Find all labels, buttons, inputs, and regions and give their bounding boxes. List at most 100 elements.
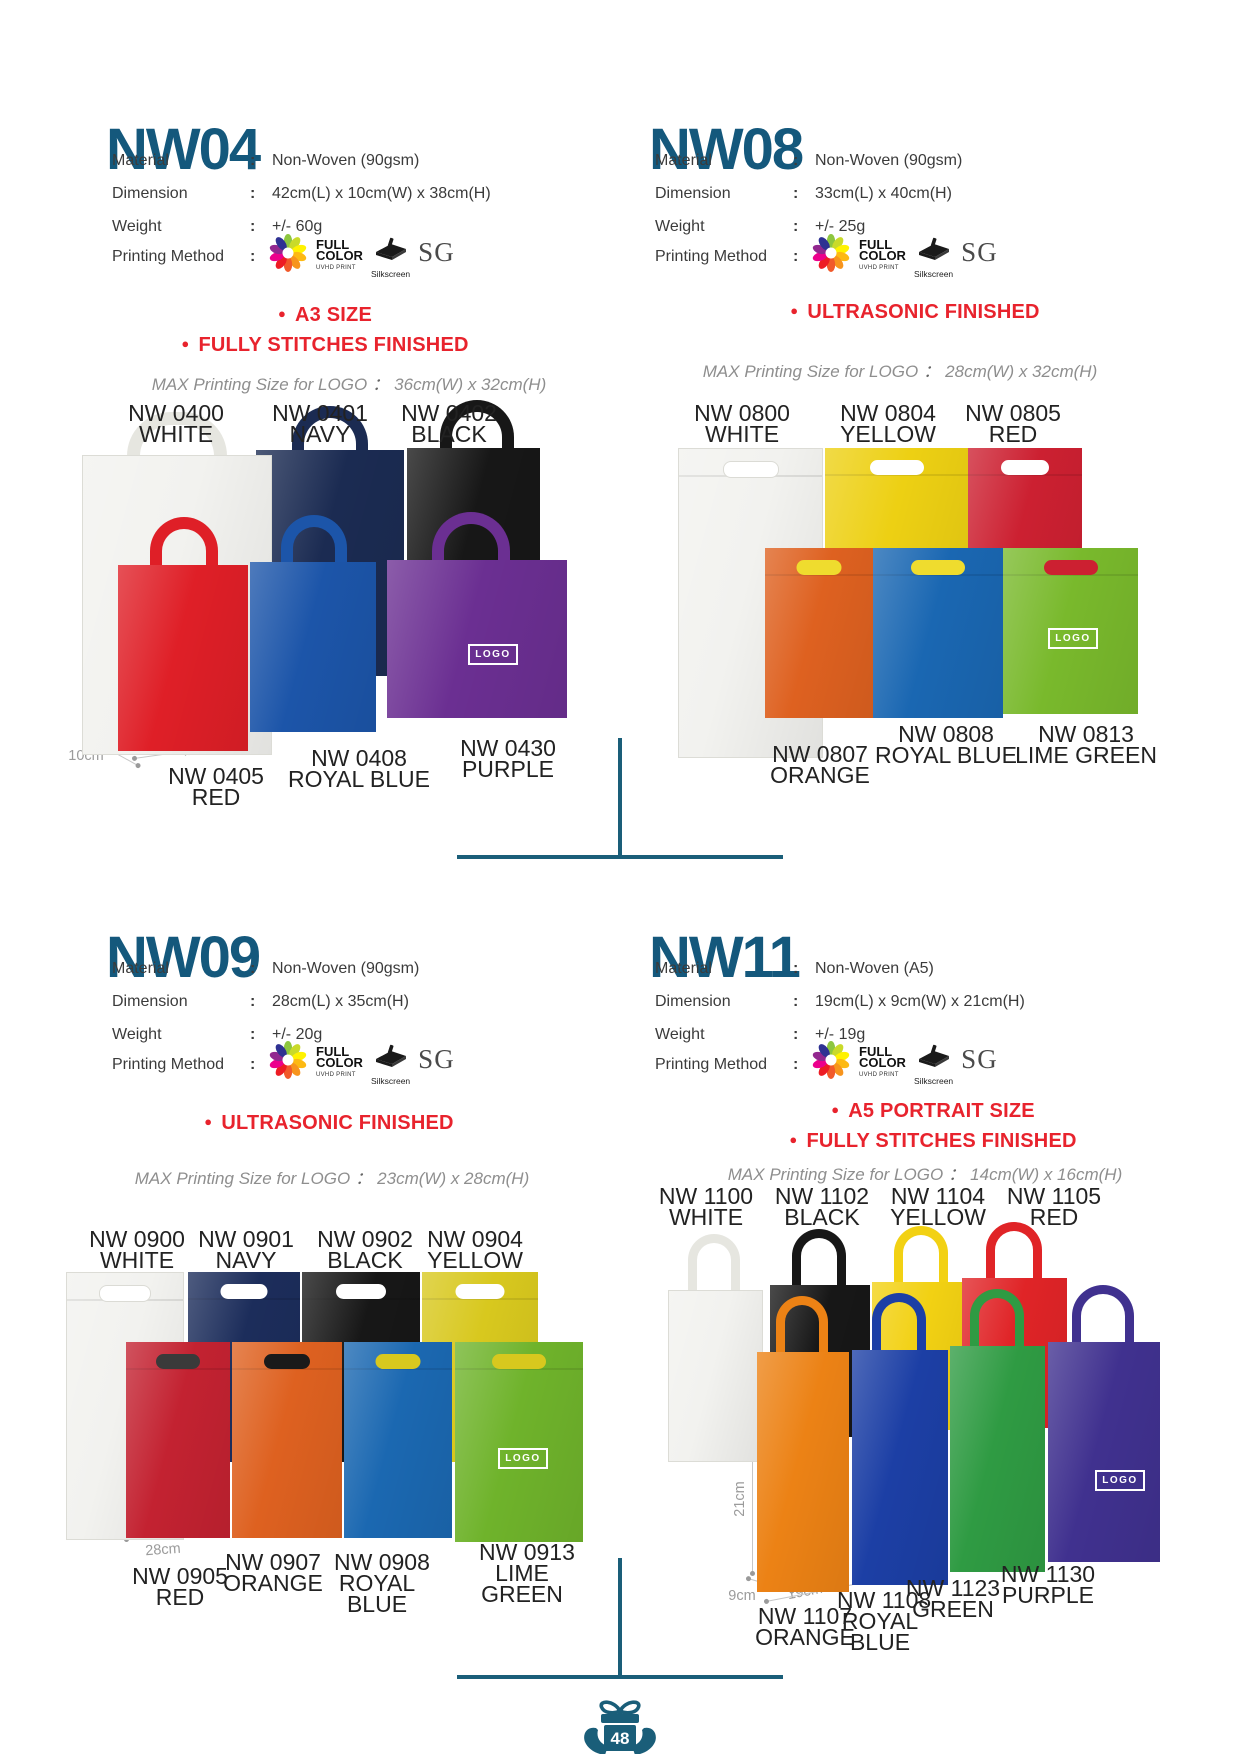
logo-placeholder-box: LOGO [1095,1470,1145,1491]
bag-handle [894,1226,948,1282]
bag-color-name: WHITE [704,421,780,447]
silkscreen-icon [918,237,949,260]
spec-row-dimension: Dimension:33cm(L) x 40cm(H) [655,185,952,203]
printing-method-icons: FULL COLOR UVHD PRINT Silkscreen SG [811,233,998,279]
printing-method-icons: FULL COLOR UVHD PRINT Silkscreen SG [811,1040,998,1086]
bag-color-name: RED [988,421,1038,447]
max-printing-colon: ： [923,362,941,381]
feature-item: ● FULLY STITCHES FINISHED [733,1130,1133,1153]
section-title-nw04: NW04 [106,116,261,182]
full-color-line1: FULL [859,237,893,252]
bag-code: NW 1108 [837,1587,932,1613]
spec-value: 33cm(L) x 40cm(H) [815,185,952,202]
max-printing-label: MAX Printing Size for LOGO [151,375,368,394]
silkscreen-block: Silkscreen [371,1040,410,1086]
full-color-line2: COLOR [316,248,363,263]
bag-nw11-purple [1048,1342,1160,1562]
bag-code: NW 1104 [890,1183,986,1209]
full-color-print-icon [269,234,307,272]
section-divider-horizontal [457,855,783,859]
bag-code: NW 0400 [128,400,224,426]
uvhd-print-text: UVHD PRINT [316,265,356,271]
bag-nw08-lime-green [1003,548,1138,714]
full-color-line2: COLOR [859,248,906,263]
dimension-annotation-length: 28cm [144,1540,182,1560]
bag-label: NW 0900 WHITE [62,1226,212,1272]
max-printing-value: 23cm(W) x 28cm(H) [377,1169,530,1188]
bag-label: NW 0430 PURPLE [433,737,583,781]
bag-label: NW 0402 BLACK [374,400,524,446]
feature-text: FULLY STITCHES FINISHED [198,334,469,356]
bag-code: NW 0402 [401,400,497,426]
bag-handle-cutout [492,1354,546,1369]
uvhd-print-text: UVHD PRINT [316,1072,356,1078]
bag-color-name: PURPLE [1001,1582,1095,1608]
spec-row-weight: Weight: +/- 20g [112,1026,322,1044]
bag-handle [970,1289,1024,1346]
bag-color-name: RED [191,784,241,810]
gift-icon: 48 [584,1700,656,1754]
dimension-annotation-height: 21cm [732,1481,748,1517]
bag-code: NW 1123 [905,1575,1001,1601]
bag-handle [776,1296,828,1352]
silkscreen-icon [375,237,406,260]
spec-colon: : [793,152,799,169]
bag-color-name: BLACK [327,1247,403,1273]
feature-text: A5 PORTRAIT SIZE [848,1100,1035,1122]
spec-colon: : [250,1056,256,1073]
bag-color-name: RED [155,1584,205,1610]
max-printing-colon: ： [355,1169,373,1188]
spec-row-printing-method: Printing Method: [112,1056,272,1074]
full-color-line2: COLOR [859,1055,906,1070]
bag-handle-cutout [911,560,965,575]
bag-nw11-green [950,1346,1045,1572]
spec-label: Weight [655,218,705,235]
spec-row-material: Material: Non-Woven (A5) [655,960,934,978]
logo-placeholder-box: LOGO [468,644,518,665]
max-printing-label: MAX Printing Size for LOGO [702,362,919,381]
bullet-icon: ● [831,1102,840,1117]
silkscreen-label: Silkscreen [370,1076,411,1086]
section-divider-horizontal [457,1675,783,1679]
feature-item: ● ULTRASONIC FINISHED [715,301,1115,324]
bag-code: NW 0905 [132,1563,228,1589]
bag-handle-cutout [336,1284,386,1299]
bag-color-name: NAVY [215,1247,277,1273]
spec-row-dimension: Dimension:19cm(L) x 9cm(W) x 21cm(H) [655,993,1025,1011]
spec-label: Weight [112,1026,162,1043]
spec-value: Non-Woven (90gsm) [272,960,420,977]
bag-code: NW 0901 [198,1226,294,1252]
feature-text: ULTRASONIC FINISHED [807,301,1040,323]
spec-row-weight: Weight: +/- 60g [112,218,322,236]
bag-handle [1072,1285,1134,1342]
section-title-nw11: NW11 [649,924,801,990]
bag-nw09-lime-green [455,1342,583,1542]
spec-label: Material [112,152,169,169]
max-printing-value: 28cm(W) x 32cm(H) [945,362,1098,381]
bag-color-name: BLACK [784,1204,860,1230]
bag-label: NW 0800 WHITE [667,402,817,447]
silkscreen-icon [918,1044,949,1067]
bag-label: NW 1100 WHITE [631,1185,781,1229]
bag-code: NW 0408 [311,745,407,771]
spec-label: Weight [112,218,162,235]
feature-list: ● A5 PORTRAIT SIZE ● FULLY STITCHES FINISH… [733,1100,1133,1160]
bag-label: NW 0408 ROYAL BLUE [284,745,434,791]
bag-code: NW 0900 [89,1226,185,1252]
silkscreen-label: Silkscreen [370,269,411,279]
bullet-icon: ● [790,303,799,318]
bag-code: NW 0908 [334,1549,430,1575]
spec-value: 28cm(L) x 35cm(H) [272,993,409,1010]
bag-label: NW 1108 ROYAL BLUE [837,1587,932,1654]
bag-label: NW 0905 RED [105,1563,255,1610]
full-color-print-icon [812,1041,850,1079]
spec-label: Weight [655,1026,705,1043]
bag-handle-cutout [156,1354,200,1369]
bag-color-name: LIME GREEN [1015,742,1157,768]
bag-nw11-orange [757,1352,849,1592]
full-color-line1: FULL [316,1044,350,1059]
bag-code: NW 0913 [479,1539,575,1565]
bag-color-name: GREEN [912,1596,994,1622]
bag-nw08-royal-blue [873,548,1003,718]
